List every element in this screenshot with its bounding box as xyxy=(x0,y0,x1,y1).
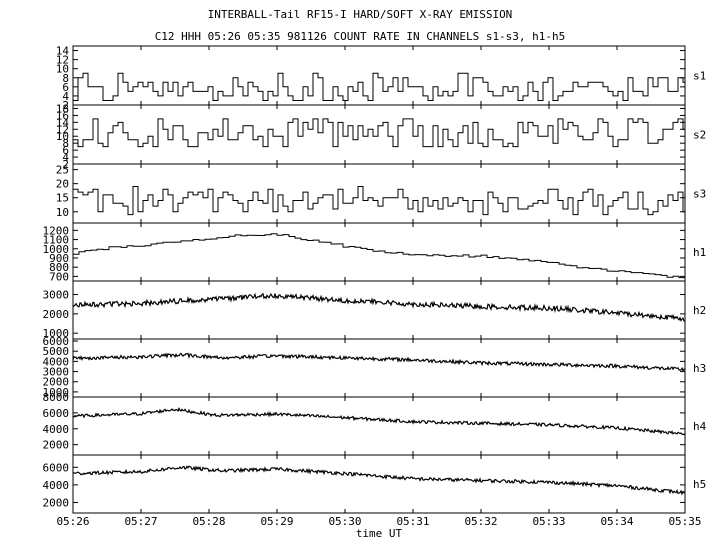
y-tick-label-h1: 1200 xyxy=(43,224,70,237)
y-tick-label-s1: 6 xyxy=(62,81,69,94)
x-tick-label: 05:30 xyxy=(328,515,361,528)
y-tick-label-h1: 700 xyxy=(49,270,69,283)
y-tick-label-s2: 8 xyxy=(62,137,69,150)
y-tick-label-s1: 12 xyxy=(56,54,69,67)
x-tick-label: 05:27 xyxy=(124,515,157,528)
y-tick-label-s1: 2 xyxy=(62,99,69,112)
panel-frame-h5 xyxy=(72,454,686,514)
channel-label-h3: h3 xyxy=(693,362,706,375)
y-tick-label-h3: 1000 xyxy=(43,386,70,399)
y-tick-label-s1: 8 xyxy=(62,72,69,85)
y-tick-label-s2: 18 xyxy=(56,102,69,115)
x-tick-label: 05:28 xyxy=(192,515,225,528)
y-tick-label-s2: 2 xyxy=(62,158,69,171)
x-tick-label: 05:35 xyxy=(668,515,701,528)
channel-label-h1: h1 xyxy=(693,246,706,259)
x-tick-label: 05:33 xyxy=(532,515,565,528)
y-tick-label-s1: 4 xyxy=(62,90,69,103)
y-tick-label-h2: 1000 xyxy=(43,327,70,340)
series-line-h2 xyxy=(72,292,686,322)
channel-label-s2: s2 xyxy=(693,129,706,142)
x-tick-label: 05:34 xyxy=(600,515,633,528)
panel-frame-h4 xyxy=(72,396,686,456)
y-tick-label-h5: 6000 xyxy=(43,461,70,474)
y-tick-label-s3: 25 xyxy=(56,164,69,177)
series-line-s3 xyxy=(73,186,685,216)
panel-frame-h3 xyxy=(72,338,686,398)
y-tick-label-h3: 6000 xyxy=(43,335,70,348)
series-line-h4 xyxy=(72,406,686,436)
y-tick-label-h1: 800 xyxy=(49,261,69,274)
y-tick-label-h4: 8000 xyxy=(43,391,70,404)
y-tick-label-h4: 2000 xyxy=(43,439,70,452)
y-tick-label-h1: 1100 xyxy=(43,234,70,247)
chart-subtitle: C12 HHH 05:26 05:35 981126 COUNT RATE IN… xyxy=(154,30,566,43)
channel-label-s1: s1 xyxy=(693,70,706,83)
y-tick-label-h3: 2000 xyxy=(43,376,70,389)
y-tick-label-h1: 900 xyxy=(49,252,69,265)
y-tick-label-s2: 4 xyxy=(62,151,69,164)
panel-frame-s1 xyxy=(72,45,686,106)
y-tick-label-h3: 5000 xyxy=(43,345,70,358)
channel-label-h2: h2 xyxy=(693,304,706,317)
x-axis-label: time UT xyxy=(356,527,403,540)
y-tick-label-h5: 4000 xyxy=(43,479,70,492)
y-tick-label-h4: 6000 xyxy=(43,407,70,420)
y-tick-label-s2: 14 xyxy=(56,116,70,129)
y-tick-label-h2: 2000 xyxy=(43,308,70,321)
y-tick-label-s2: 10 xyxy=(56,130,69,143)
series-line-h5 xyxy=(72,465,686,496)
series-line-s1 xyxy=(73,72,685,101)
y-tick-label-s3: 20 xyxy=(56,178,69,191)
y-tick-label-h5: 2000 xyxy=(43,496,70,509)
y-tick-label-h4: 4000 xyxy=(43,423,70,436)
y-tick-label-h1: 1000 xyxy=(43,243,70,256)
y-tick-label-s2: 6 xyxy=(62,144,69,157)
channel-label-h4: h4 xyxy=(693,420,707,433)
y-tick-label-h3: 4000 xyxy=(43,355,70,368)
x-tick-label: 05:29 xyxy=(260,515,293,528)
y-tick-label-h3: 3000 xyxy=(43,366,70,379)
y-tick-label-s2: 16 xyxy=(56,109,69,122)
chart-title: INTERBALL-Tail RF15-I HARD/SOFT X-RAY EM… xyxy=(207,8,513,21)
y-tick-label-s1: 10 xyxy=(56,63,69,76)
y-tick-label-s3: 10 xyxy=(56,206,69,219)
y-tick-label-s1: 14 xyxy=(56,45,70,58)
channel-label-h5: h5 xyxy=(693,478,706,491)
y-tick-label-s3: 15 xyxy=(56,192,69,205)
panel-frame-h1 xyxy=(72,222,686,282)
series-line-h3 xyxy=(72,352,686,372)
channel-label-s3: s3 xyxy=(693,188,706,201)
x-tick-label: 05:31 xyxy=(396,515,429,528)
x-tick-label: 05:26 xyxy=(56,515,89,528)
series-line-h1 xyxy=(73,233,686,279)
y-tick-label-s2: 12 xyxy=(56,123,69,136)
y-tick-label-h2: 3000 xyxy=(43,289,70,302)
x-tick-label: 05:32 xyxy=(464,515,497,528)
series-line-s2 xyxy=(73,118,685,148)
